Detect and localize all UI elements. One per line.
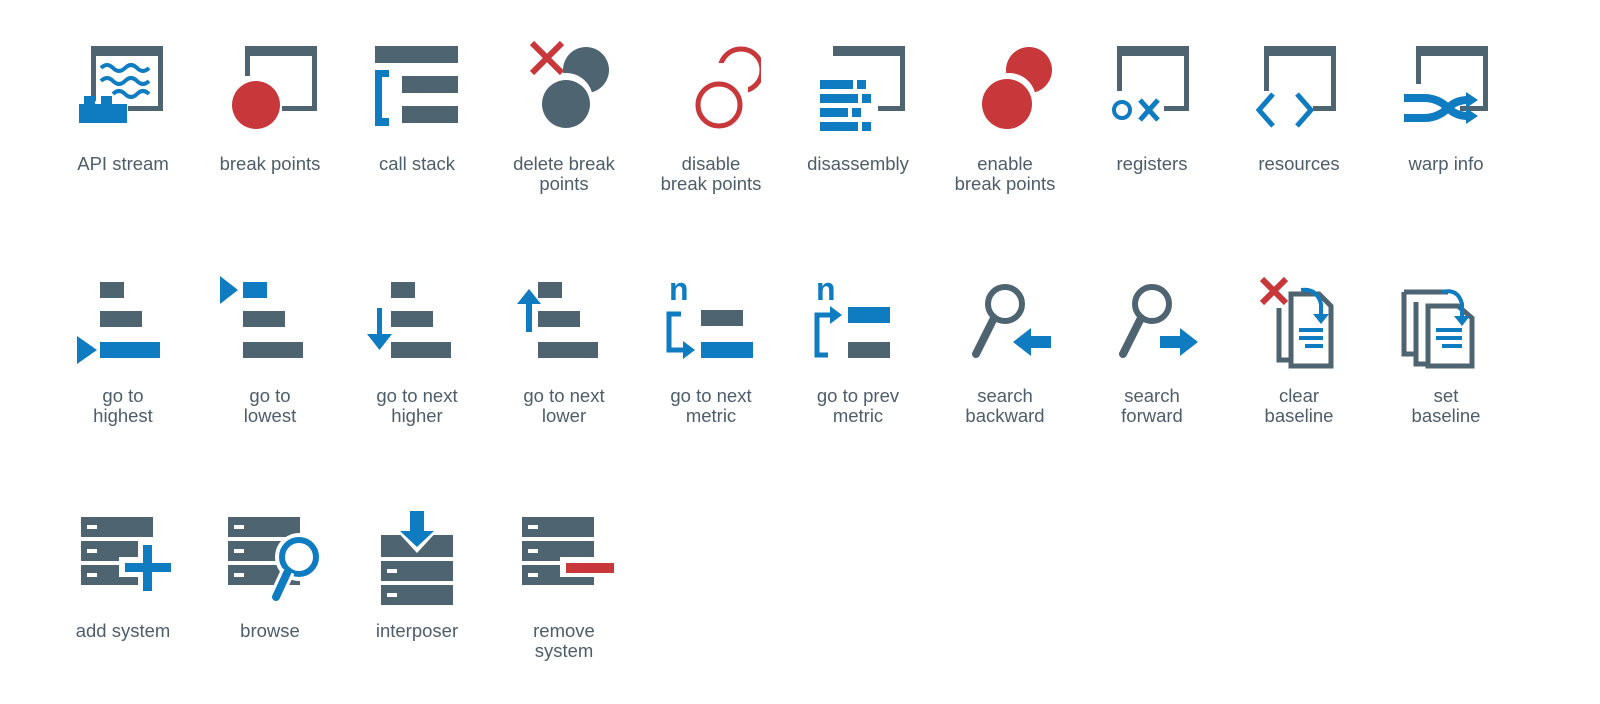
icon-label: disassembly bbox=[807, 153, 909, 174]
icon-tile-go-to-next-metric[interactable]: n go to next metric bbox=[631, 270, 791, 426]
icon-tile-search-backward[interactable]: search backward bbox=[925, 270, 1085, 426]
go-to-lowest-icon bbox=[220, 276, 303, 358]
icon-label: break points bbox=[219, 153, 321, 174]
go-to-next-higher-icon bbox=[367, 282, 451, 358]
go-to-next-metric-icon: n bbox=[666, 271, 753, 359]
icon-tile-add-system[interactable]: add system bbox=[43, 505, 203, 641]
icon-label: disable break points bbox=[660, 153, 762, 194]
icon-label: warp info bbox=[1408, 153, 1484, 174]
interposer-icon bbox=[381, 511, 453, 605]
icon-label: go to next higher bbox=[376, 385, 458, 426]
icon-label: add system bbox=[75, 620, 171, 641]
icon-label: clear baseline bbox=[1264, 385, 1334, 426]
search-forward-icon bbox=[1119, 284, 1198, 358]
search-backward-icon bbox=[972, 284, 1051, 358]
resources-icon bbox=[1255, 46, 1336, 128]
icon-label: search forward bbox=[1121, 385, 1183, 426]
add-system-icon bbox=[81, 517, 173, 595]
icon-tile-go-to-lowest[interactable]: go to lowest bbox=[190, 270, 350, 426]
icon-label: go to next lower bbox=[523, 385, 605, 426]
icon-tile-disable-break-points[interactable]: disable break points bbox=[631, 38, 791, 194]
enable-break-points-icon bbox=[982, 47, 1052, 129]
icon-tile-go-to-highest[interactable]: go to highest bbox=[43, 270, 203, 426]
icon-tile-search-forward[interactable]: search forward bbox=[1072, 270, 1232, 426]
go-to-prev-metric-icon: n bbox=[814, 271, 890, 358]
icon-label: remove system bbox=[533, 620, 595, 661]
metric-glyph: n bbox=[816, 271, 836, 307]
icon-label: go to next metric bbox=[670, 385, 752, 426]
icon-label: search backward bbox=[965, 385, 1045, 426]
metric-glyph: n bbox=[669, 271, 689, 307]
icon-label: registers bbox=[1116, 153, 1188, 174]
icon-tile-go-to-next-lower[interactable]: go to next lower bbox=[484, 270, 644, 426]
go-to-highest-icon bbox=[77, 282, 160, 364]
icon-tile-break-points[interactable]: break points bbox=[190, 38, 350, 174]
disable-break-points-icon bbox=[694, 46, 761, 129]
icon-label: interposer bbox=[375, 620, 459, 641]
call-stack-icon bbox=[375, 46, 458, 126]
icon-tile-registers[interactable]: registers bbox=[1072, 38, 1232, 174]
icon-tile-resources[interactable]: resources bbox=[1219, 38, 1379, 174]
icon-label: set baseline bbox=[1411, 385, 1481, 426]
icon-label: delete break points bbox=[513, 153, 615, 194]
icon-label: API stream bbox=[77, 153, 169, 174]
icon-tile-warp-info[interactable]: warp info bbox=[1366, 38, 1526, 174]
icon-tile-disassembly[interactable]: disassembly bbox=[778, 38, 938, 174]
icon-tile-api-stream[interactable]: API stream bbox=[43, 38, 203, 174]
icon-label: go to highest bbox=[93, 385, 153, 426]
icon-tile-enable-break-points[interactable]: enable break points bbox=[925, 38, 1085, 194]
icon-tile-interposer[interactable]: interposer bbox=[337, 505, 497, 641]
icon-tile-browse[interactable]: browse bbox=[190, 505, 350, 641]
icon-tile-clear-baseline[interactable]: clear baseline bbox=[1219, 270, 1379, 426]
icon-label: browse bbox=[240, 620, 300, 641]
registers-icon bbox=[1112, 46, 1189, 122]
icon-tile-go-to-next-higher[interactable]: go to next higher bbox=[337, 270, 497, 426]
icon-tile-delete-break-points[interactable]: delete break points bbox=[484, 38, 644, 194]
icon-label: go to lowest bbox=[243, 385, 297, 426]
break-points-icon bbox=[232, 46, 317, 129]
warp-info-icon bbox=[1404, 46, 1488, 124]
go-to-next-lower-icon bbox=[517, 282, 598, 358]
api-stream-icon bbox=[79, 46, 163, 123]
remove-system-icon bbox=[522, 517, 614, 585]
set-baseline-icon bbox=[1401, 289, 1475, 369]
icon-tile-go-to-prev-metric[interactable]: n go to prev metric bbox=[778, 270, 938, 426]
clear-baseline-icon bbox=[1259, 276, 1334, 369]
icon-label: go to prev metric bbox=[816, 385, 900, 426]
disassembly-icon bbox=[820, 46, 905, 131]
icon-tile-set-baseline[interactable]: set baseline bbox=[1366, 270, 1526, 426]
icon-label: resources bbox=[1258, 153, 1340, 174]
icon-tile-call-stack[interactable]: call stack bbox=[337, 38, 497, 174]
browse-icon bbox=[228, 517, 320, 604]
icon-label: call stack bbox=[378, 153, 456, 174]
delete-break-points-icon bbox=[529, 40, 609, 128]
icon-tile-remove-system[interactable]: remove system bbox=[484, 505, 644, 661]
icon-label: enable break points bbox=[954, 153, 1056, 194]
